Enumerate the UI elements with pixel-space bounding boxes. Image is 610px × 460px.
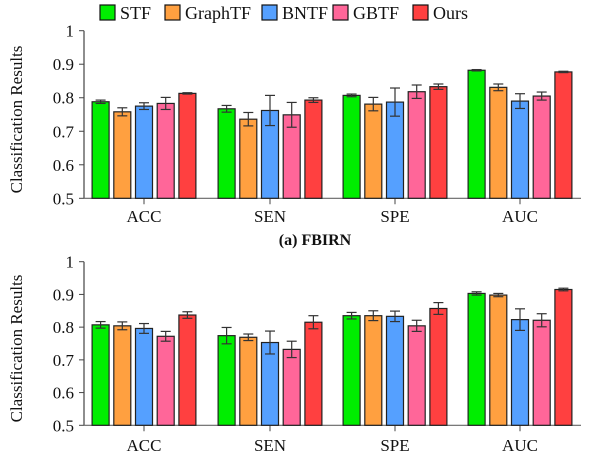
x-tick-label-acc: ACC	[127, 436, 162, 455]
bar-gbtf-auc	[532, 95, 551, 199]
bar-gbtf-acc	[156, 102, 175, 199]
y-tick-label: 0.7	[53, 122, 75, 141]
x-tick-label-spe: SPE	[380, 207, 409, 226]
chart-caption: (a) FBIRN	[279, 232, 352, 249]
bar-ours-sen	[304, 321, 323, 426]
legend-label-stf: STF	[120, 3, 151, 23]
bar-graphtf-sen	[239, 336, 258, 426]
bar-bntf-auc	[510, 319, 530, 426]
legend-swatch-ours	[412, 4, 429, 21]
bar-bntf-auc	[510, 100, 530, 199]
y-tick-label: 0.5	[53, 189, 74, 208]
bar-ours-spe	[429, 307, 448, 426]
bar-graphtf-auc	[489, 294, 508, 426]
x-tick-label-sen: SEN	[254, 207, 286, 226]
x-tick-label-spe: SPE	[380, 436, 409, 455]
bar-ours-auc	[554, 71, 573, 199]
bar-ours-sen	[304, 99, 323, 199]
legend-label-bntf: BNTF	[282, 3, 328, 23]
y-axis-label: Classification Results	[7, 275, 26, 423]
bar-bntf-acc	[134, 327, 154, 426]
bar-gbtf-sen	[282, 348, 301, 426]
bar-stf-sen	[217, 335, 236, 426]
legend-label-graphtf: GraphTF	[185, 3, 251, 23]
x-tick-label-auc: AUC	[502, 436, 538, 455]
legend-swatch-graphtf	[164, 4, 181, 21]
bar-stf-spe	[342, 94, 361, 199]
bar-graphtf-auc	[489, 86, 508, 199]
y-tick-label: 0.6	[53, 156, 74, 175]
bar-stf-sen	[217, 108, 236, 199]
bar-bntf-acc	[134, 105, 154, 199]
legend-label-ours: Ours	[433, 3, 468, 23]
bar-graphtf-spe	[364, 103, 383, 199]
legend-swatch-stf	[99, 4, 116, 21]
bar-stf-acc	[91, 101, 110, 199]
y-tick-label: 0.6	[53, 384, 74, 403]
bar-ours-acc	[178, 92, 197, 199]
x-tick-label-sen: SEN	[254, 436, 286, 455]
bar-graphtf-acc	[113, 111, 132, 199]
y-tick-label: 0.5	[53, 416, 74, 435]
x-tick-label-auc: AUC	[502, 207, 538, 226]
legend-label-gbtf: GBTF	[353, 3, 399, 23]
bar-ours-acc	[178, 314, 197, 426]
chart-second: 0.5 0.6 0.7 0.8 0.9 1 Classification Results AC…	[7, 253, 581, 455]
chart-fbirn: 0.5 0.6 0.7 0.8 0.9 1 Classification Results AC…	[7, 22, 581, 249]
bar-bntf-sen	[260, 341, 280, 426]
legend: STF GraphTF BNTF GBTF Ours	[99, 3, 468, 23]
bar-ours-spe	[429, 86, 448, 199]
legend-swatch-bntf	[261, 4, 278, 21]
bar-graphtf-spe	[364, 315, 383, 426]
x-tick-label-acc: ACC	[127, 207, 162, 226]
y-tick-label: 0.7	[53, 351, 75, 370]
bar-graphtf-acc	[113, 325, 132, 426]
bar-stf-auc	[467, 292, 486, 426]
bar-bntf-spe	[385, 315, 405, 426]
bar-stf-acc	[91, 324, 110, 426]
y-axis-label: Classification Results	[7, 46, 26, 194]
bar-gbtf-acc	[156, 335, 175, 426]
bar-stf-spe	[342, 315, 361, 426]
bar-gbtf-spe	[407, 325, 426, 426]
bar-gbtf-spe	[407, 91, 426, 199]
bar-gbtf-auc	[532, 319, 551, 426]
y-tick-label: 0.8	[53, 89, 74, 108]
bar-ours-auc	[554, 288, 573, 426]
y-tick-label: 1	[66, 22, 75, 41]
y-tick-label: 0.9	[53, 55, 74, 74]
bar-graphtf-sen	[239, 118, 258, 199]
legend-swatch-gbtf	[332, 4, 349, 21]
y-tick-label: 1	[66, 253, 75, 272]
y-tick-label: 0.8	[53, 318, 74, 337]
y-tick-label: 0.9	[53, 285, 74, 304]
bar-stf-auc	[467, 69, 486, 199]
